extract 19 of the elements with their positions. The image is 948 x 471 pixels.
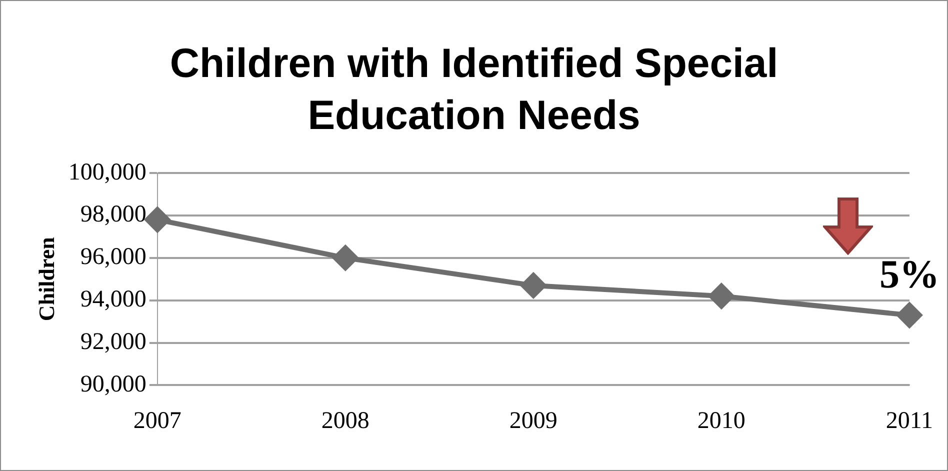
y-tick-label: 100,000	[68, 159, 146, 186]
y-axis-title: Children	[34, 237, 59, 322]
y-tick-label: 96,000	[80, 244, 146, 270]
point	[332, 245, 358, 270]
y-tick-label: 90,000	[80, 371, 146, 398]
y-tick-label: 94,000	[80, 286, 146, 313]
x-tick-label: 2007	[133, 408, 182, 434]
x-tick-label: 2008	[321, 408, 370, 434]
point	[144, 207, 170, 232]
x-tick-label: 2011	[886, 408, 933, 434]
x-tick-label: 2010	[697, 408, 746, 434]
y-tick-label: 92,000	[80, 329, 146, 356]
point	[708, 284, 734, 309]
annotation: 5%	[879, 252, 940, 296]
y-tick-label: 98,000	[80, 202, 146, 228]
point	[896, 302, 922, 328]
x-tick-label: 2009	[509, 408, 558, 434]
point	[520, 272, 546, 298]
chart-title: Children with Identified Special Education Needs	[168, 39, 780, 140]
